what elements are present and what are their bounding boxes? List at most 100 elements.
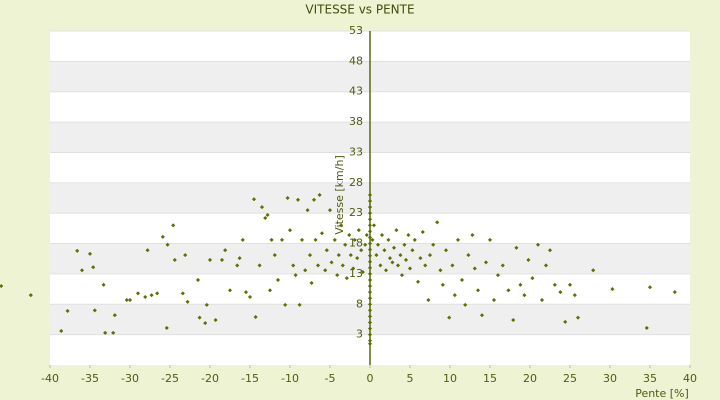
point [514, 245, 519, 250]
point [143, 294, 148, 300]
y-tick-label: 53 [349, 24, 363, 37]
y-tick-label: 3 [356, 328, 363, 341]
point [237, 255, 242, 261]
point [299, 237, 305, 243]
x-tick-label: 5 [407, 372, 414, 385]
point [367, 192, 373, 198]
point [359, 248, 364, 253]
point [470, 232, 475, 238]
point [75, 248, 80, 253]
point [475, 288, 481, 293]
point [295, 197, 301, 202]
point [265, 212, 270, 218]
point [567, 282, 573, 287]
point [367, 302, 373, 307]
point [383, 268, 389, 273]
point [367, 289, 373, 295]
point [257, 263, 262, 268]
point [367, 265, 373, 270]
point [547, 248, 553, 253]
point [479, 313, 485, 318]
point [402, 242, 407, 247]
x-tick-label: -35 [81, 372, 99, 385]
point [297, 302, 302, 308]
point [247, 294, 253, 300]
point [87, 251, 93, 257]
point [275, 277, 281, 283]
y-tick-label: 18 [349, 237, 363, 250]
point [348, 252, 353, 258]
point [530, 276, 535, 281]
chart-title: VITESSE vs PENTE [305, 3, 414, 17]
point [203, 320, 208, 326]
y-tick-label: 33 [349, 145, 363, 158]
point [435, 220, 440, 225]
point [367, 223, 373, 228]
point [367, 283, 373, 289]
y-tick-label: 28 [349, 176, 363, 189]
x-tick-label: -40 [41, 372, 59, 385]
point [185, 299, 190, 304]
point [267, 288, 273, 293]
point [371, 223, 377, 228]
point [443, 248, 449, 253]
point [0, 283, 4, 289]
point [149, 293, 154, 298]
point [235, 263, 240, 268]
point [610, 286, 615, 292]
point [259, 204, 265, 210]
point [103, 330, 108, 335]
point [367, 204, 373, 210]
point [293, 272, 298, 278]
point [427, 252, 433, 258]
point [327, 207, 333, 213]
point [243, 289, 249, 295]
point [279, 237, 285, 243]
x-tick-label: -25 [161, 372, 179, 385]
y-axis-label: Vitesse [km/h] [333, 155, 346, 235]
point [418, 255, 423, 261]
point [183, 252, 188, 258]
point [367, 341, 373, 346]
point [386, 237, 391, 243]
point [272, 252, 277, 258]
point [415, 279, 421, 284]
x-tick-label: 25 [563, 372, 577, 385]
point [363, 242, 368, 247]
point [591, 268, 596, 273]
point [172, 257, 177, 263]
point [329, 260, 334, 265]
point [311, 197, 317, 202]
point [539, 297, 545, 303]
point [111, 330, 116, 335]
point [195, 277, 201, 283]
point [219, 257, 225, 263]
point [367, 314, 373, 319]
point [367, 253, 373, 258]
point [455, 237, 461, 243]
point [378, 263, 383, 268]
point [491, 297, 497, 303]
point [335, 272, 340, 278]
point [28, 293, 33, 298]
point [197, 315, 202, 320]
point [552, 282, 557, 287]
point [558, 289, 563, 295]
point [463, 302, 468, 308]
x-tick-label: 15 [483, 372, 497, 385]
point [323, 268, 328, 273]
x-tick-label: 35 [643, 372, 657, 385]
point [164, 325, 169, 331]
point [213, 317, 218, 323]
point [466, 252, 471, 258]
point [672, 289, 677, 295]
point [101, 282, 106, 287]
point [390, 260, 395, 265]
point [459, 277, 465, 283]
y-tick-label: 13 [349, 267, 363, 280]
point [367, 217, 373, 222]
point [426, 297, 431, 303]
point [347, 232, 352, 238]
point [352, 237, 357, 243]
point [367, 296, 373, 301]
